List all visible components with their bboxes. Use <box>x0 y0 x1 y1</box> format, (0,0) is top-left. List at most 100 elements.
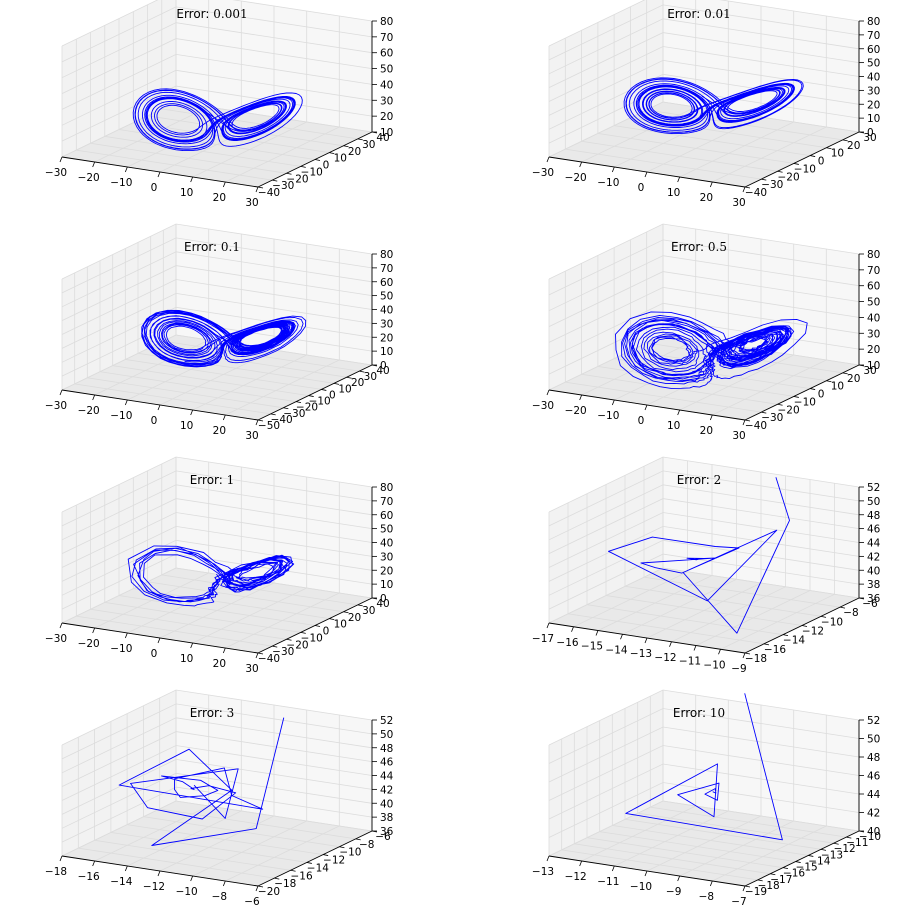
grid-line <box>61 786 373 843</box>
y-tick <box>343 145 349 148</box>
x-tick-label: 0 <box>151 182 158 194</box>
y-tick <box>793 396 799 398</box>
z-tick-label: 42 <box>380 784 393 796</box>
grid-line <box>548 800 860 857</box>
y-tick-label: −20 <box>258 886 280 898</box>
y-tick-label: 10 <box>831 148 844 160</box>
x-tick-label: −10 <box>176 886 198 898</box>
grid-line <box>61 237 373 294</box>
grid-line <box>548 498 860 554</box>
z-tick-label: 40 <box>380 538 393 550</box>
grid-line <box>548 763 860 820</box>
grid-line <box>61 758 373 815</box>
z-tick-label: 10 <box>867 113 880 125</box>
grid-line <box>548 18 860 75</box>
y-tick <box>770 873 776 876</box>
z-tick-label: 20 <box>867 344 880 356</box>
x-tick-label: −10 <box>597 177 619 189</box>
y-tick-label: −40 <box>258 187 280 199</box>
x-tick <box>157 171 161 178</box>
z-tick-label: 50 <box>867 496 880 508</box>
y-tick <box>339 846 345 849</box>
x-tick <box>644 171 648 178</box>
chart-title: Error: 0.01 <box>667 7 731 21</box>
grid-line <box>61 306 373 363</box>
x-tick <box>677 875 681 882</box>
x-tick <box>59 156 63 163</box>
x-tick <box>620 634 623 640</box>
x-tick <box>190 642 194 649</box>
y-tick-label: −10 <box>309 396 331 408</box>
left-pane <box>549 0 663 157</box>
grid-line <box>61 334 373 391</box>
z-tick-label: 40 <box>867 312 880 324</box>
y-tick <box>761 178 767 181</box>
x-tick <box>157 637 161 644</box>
x-tick <box>546 855 550 862</box>
grid-line <box>61 484 373 541</box>
title-prefix: Error: <box>673 706 710 720</box>
y-tick <box>833 842 839 845</box>
z-tick-label: 46 <box>380 757 394 769</box>
x-tick-label: 30 <box>245 430 258 442</box>
x-tick <box>124 632 128 639</box>
x-tick-label: −20 <box>565 172 587 184</box>
y-tick-label: −12 <box>834 843 856 855</box>
x-tick-label: −20 <box>78 638 100 650</box>
y-tick-label: −40 <box>271 414 293 426</box>
series-line <box>118 717 285 846</box>
x-tick <box>92 860 96 867</box>
y-tick-label: 30 <box>362 605 375 617</box>
x-tick <box>59 855 63 862</box>
series-line <box>132 88 303 152</box>
y-tick <box>283 407 289 410</box>
y-tick <box>357 604 363 607</box>
z-tick-label: 20 <box>380 565 393 577</box>
title-value: 3 <box>227 706 235 720</box>
z-tick-label: 20 <box>867 99 880 111</box>
z-tick-label: 52 <box>867 482 880 494</box>
chart-title: Error: 0.1 <box>184 240 240 254</box>
x-tick <box>742 885 746 892</box>
title-prefix: Error: <box>677 473 714 487</box>
z-tick-label: 30 <box>867 328 880 340</box>
title-value: 0.01 <box>704 7 731 21</box>
x-tick-label: −14 <box>605 644 627 656</box>
y-tick-label: −10 <box>794 163 816 175</box>
y-tick <box>782 634 789 637</box>
z-tick-label: 0 <box>380 593 387 605</box>
x-tick-label: 20 <box>213 658 226 670</box>
z-tick-label: 60 <box>867 281 880 293</box>
title-prefix: Error: <box>667 7 704 21</box>
y-tick <box>286 638 292 641</box>
y-tick <box>290 869 296 872</box>
z-tick-label: 20 <box>380 111 393 123</box>
y-tick <box>826 380 832 383</box>
y-tick <box>793 163 799 165</box>
y-tick-label: 10 <box>334 619 347 631</box>
grid-line <box>61 223 373 280</box>
x-tick-label: −10 <box>110 410 132 422</box>
x-tick <box>92 161 96 168</box>
y-tick-label: −16 <box>290 870 312 882</box>
x-tick-label: −20 <box>565 405 587 417</box>
x-tick-label: 10 <box>667 187 680 199</box>
chart-panel: −30 −20 −10 0 10 20 30−40−30−20−10010203001020… <box>532 0 880 209</box>
title-value: 0.1 <box>221 240 240 254</box>
title-prefix: Error: <box>190 706 227 720</box>
grid-line <box>61 512 373 568</box>
x-tick-label: −10 <box>110 177 132 189</box>
y-tick <box>295 401 302 404</box>
y-tick <box>842 139 848 142</box>
x-tick-label: 0 <box>638 415 645 427</box>
x-tick <box>644 870 648 877</box>
x-tick-label: −14 <box>110 876 132 888</box>
chart-title: Error: 10 <box>673 706 725 720</box>
grid-line <box>548 302 860 359</box>
y-tick-label: −19 <box>745 886 767 898</box>
x-tick-label: −6 <box>244 896 260 907</box>
y-tick <box>308 395 314 397</box>
series-line <box>608 477 790 634</box>
y-tick <box>257 885 264 888</box>
grid-line <box>61 498 373 554</box>
